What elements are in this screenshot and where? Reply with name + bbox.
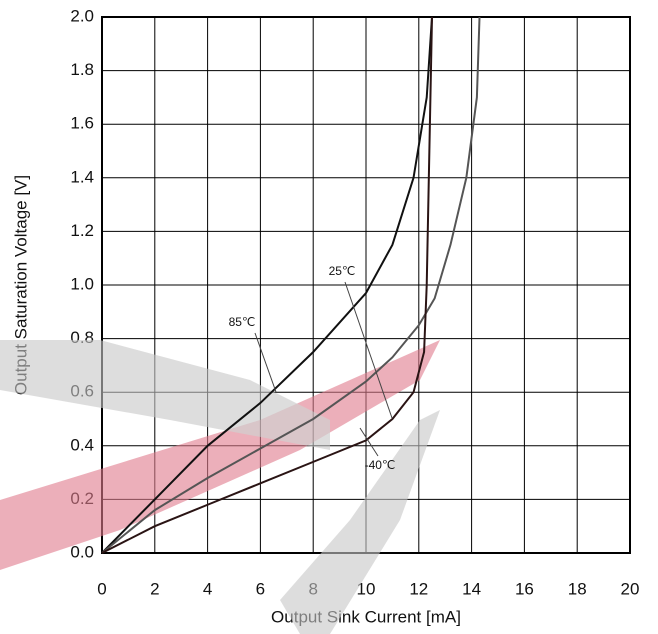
y-tick-label: 2.0	[70, 6, 94, 25]
x-tick-label: 18	[568, 579, 587, 598]
x-tick-label: 20	[621, 579, 640, 598]
x-tick-label: 2	[150, 579, 159, 598]
legend-label: 85℃	[229, 315, 256, 329]
leader-line	[359, 427, 379, 457]
series-line	[101, 16, 433, 554]
x-tick-label: 12	[409, 579, 428, 598]
y-tick-label: 1.4	[70, 167, 94, 186]
x-tick-label: 10	[357, 579, 376, 598]
y-tick-label: 1.6	[70, 114, 94, 133]
watermark	[0, 340, 440, 634]
x-tick-label: 16	[515, 579, 534, 598]
x-tick-label: 14	[462, 579, 481, 598]
series-line	[101, 16, 481, 554]
y-tick-label: 1.8	[70, 60, 94, 79]
leader-line	[254, 332, 277, 393]
legend-label: 25℃	[329, 264, 356, 278]
x-tick-label: 4	[203, 579, 212, 598]
y-tick-label: 0.0	[70, 542, 94, 561]
x-tick-label: 0	[97, 579, 106, 598]
legend-label: -40℃	[365, 458, 396, 472]
leader-line	[344, 281, 393, 419]
y-tick-label: 1.0	[70, 274, 94, 293]
series-line	[101, 16, 433, 554]
y-tick-label: 0.4	[70, 435, 94, 454]
x-tick-label: 6	[256, 579, 265, 598]
y-tick-label: 1.2	[70, 221, 94, 240]
